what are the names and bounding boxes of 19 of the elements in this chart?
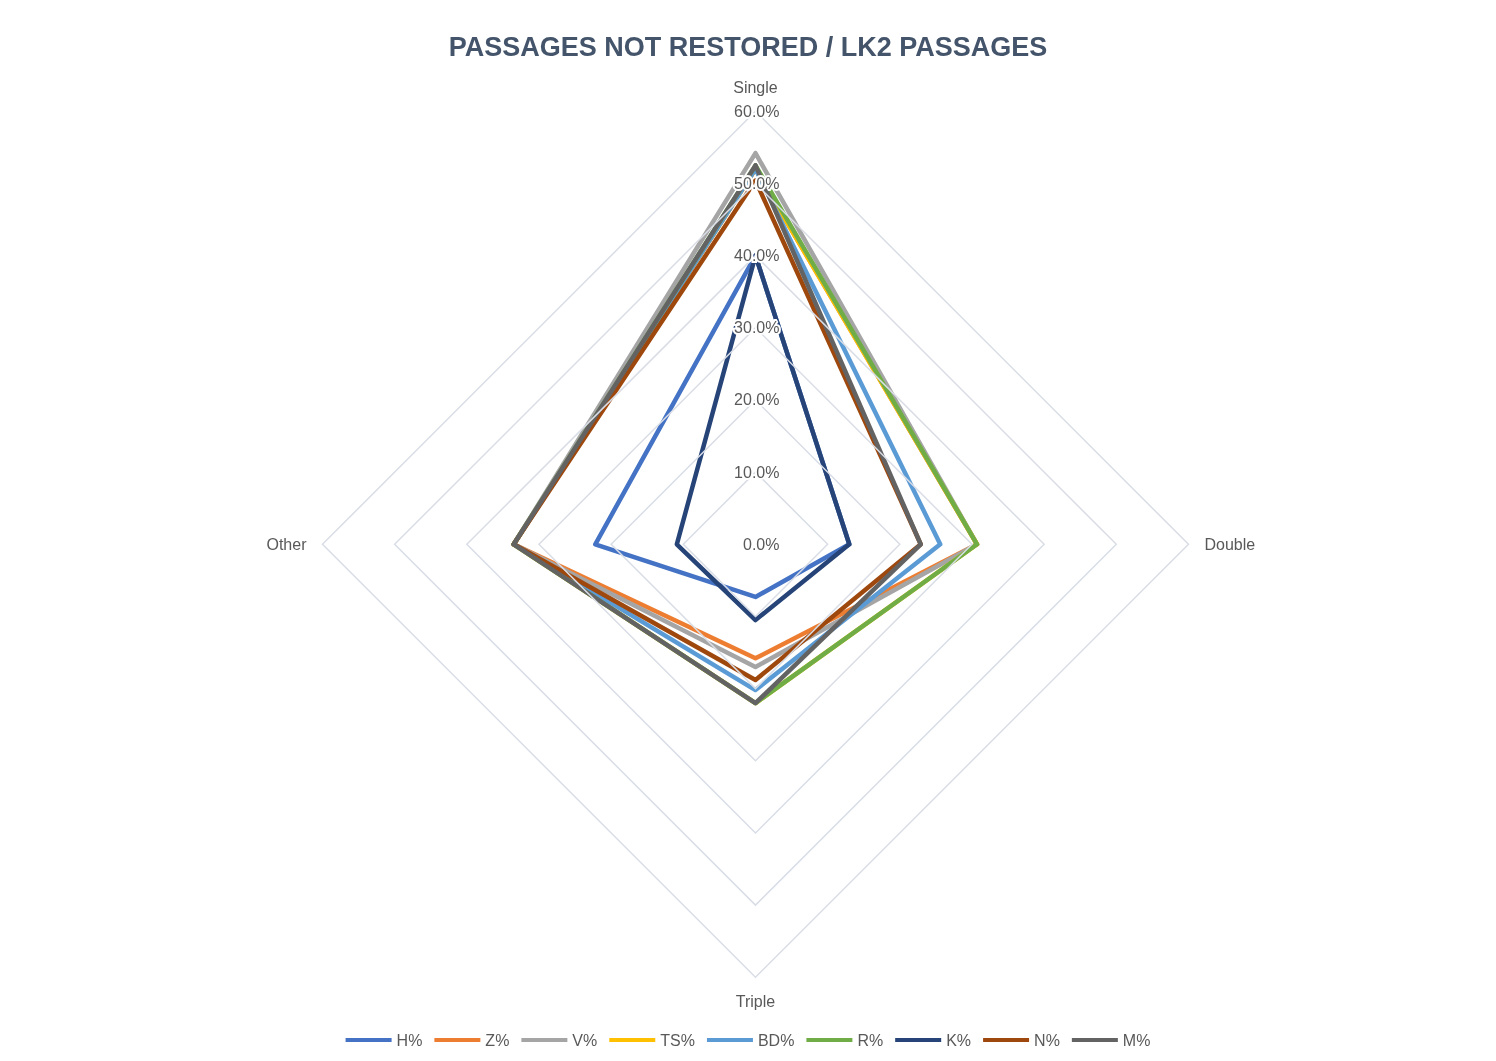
chart-title: PASSAGES NOT RESTORED / LK2 PASSAGES — [448, 31, 1048, 62]
legend-label: R% — [857, 1031, 884, 1049]
legend-label: BD% — [757, 1031, 795, 1049]
spoke-label: Single — [733, 78, 778, 96]
y-tick-label: 20.0% — [734, 391, 780, 409]
y-tick-label: 60.0% — [734, 102, 780, 120]
legend-label: N% — [1034, 1031, 1060, 1049]
y-tick-label: 40.0% — [734, 247, 780, 265]
spoke-label: Other — [266, 535, 308, 553]
y-tick-label: 10.0% — [734, 463, 780, 481]
legend-label: TS% — [660, 1031, 695, 1049]
y-tick-label: 0.0% — [743, 535, 780, 553]
legend-label: Z% — [485, 1031, 510, 1049]
spoke-label: Triple — [735, 992, 776, 1010]
legend-label: K% — [946, 1031, 972, 1049]
legend-label: V% — [572, 1031, 598, 1049]
legend-label: M% — [1122, 1031, 1151, 1049]
spoke-label: Double — [1204, 535, 1256, 553]
legend-label: H% — [396, 1031, 423, 1049]
